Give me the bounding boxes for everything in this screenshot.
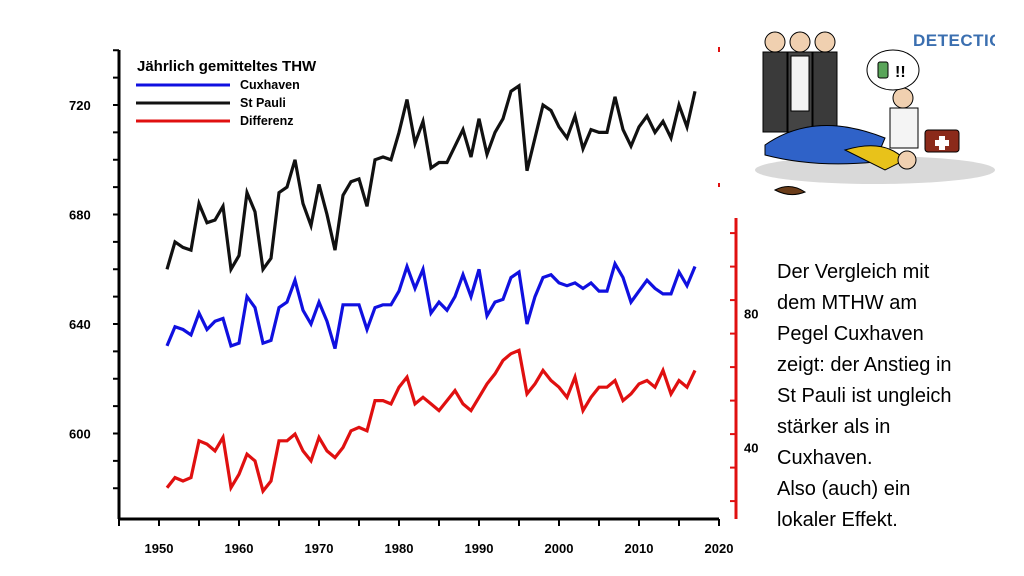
doctor-figure bbox=[889, 87, 919, 149]
side-text-line: stärker als in bbox=[777, 416, 891, 438]
side-text-line: St Pauli ist ungleich bbox=[777, 385, 952, 407]
series-line-cuxhaven bbox=[165, 259, 697, 350]
series-line-st-pauli bbox=[165, 82, 697, 275]
left-axis-tick-label: 720 bbox=[69, 98, 91, 113]
side-text-line: lokaler Effekt. bbox=[777, 509, 898, 531]
left-axis-tick-label: 640 bbox=[69, 317, 91, 332]
x-axis-tick-label: 2010 bbox=[625, 541, 654, 556]
x-axis-tick-label: 1950 bbox=[145, 541, 174, 556]
x-axis-tick-label: 1990 bbox=[465, 541, 494, 556]
side-text: Der Vergleich mit dem MTHW am Pegel Cuxhav… bbox=[777, 257, 1017, 536]
x-axis-tick-label: 1960 bbox=[225, 541, 254, 556]
standing-nuns-figures bbox=[762, 31, 838, 133]
side-text-line: Cuxhaven. bbox=[777, 447, 873, 469]
side-text-line: zeigt: der Anstieg in bbox=[777, 354, 952, 376]
left-axis-tick-label: 680 bbox=[69, 208, 91, 223]
detection-cartoon: DETECTION !! bbox=[755, 31, 995, 196]
legend-label: Cuxhaven bbox=[240, 78, 300, 92]
cartoon-label: DETECTION bbox=[913, 31, 995, 50]
red-cross-icon bbox=[935, 136, 949, 150]
legend-label: Differenz bbox=[240, 114, 293, 128]
spilled-coffee bbox=[773, 186, 807, 196]
lying-figure bbox=[764, 125, 917, 171]
side-text-line: dem MTHW am bbox=[777, 292, 917, 314]
side-text-line: Pegel Cuxhaven bbox=[777, 323, 924, 345]
x-axis-tick-label: 2020 bbox=[705, 541, 734, 556]
side-text-line: Der Vergleich mit bbox=[777, 261, 930, 283]
bubble-text: !! bbox=[895, 64, 906, 81]
right-axis-tick-label: 40 bbox=[744, 441, 758, 456]
x-axis-tick-label: 1980 bbox=[385, 541, 414, 556]
x-axis-tick-label: 1970 bbox=[305, 541, 334, 556]
legend-title: Jährlich gemitteltes THW bbox=[137, 58, 317, 75]
left-axis-tick-label: 600 bbox=[69, 427, 91, 442]
side-text-line: Also (auch) ein bbox=[777, 478, 911, 500]
x-axis-tick-label: 2000 bbox=[545, 541, 574, 556]
speech-bubble: !! bbox=[866, 49, 920, 91]
series-line-differenz bbox=[165, 348, 697, 495]
legend-label: St Pauli bbox=[240, 96, 286, 110]
right-axis-tick-label: 80 bbox=[744, 307, 758, 322]
